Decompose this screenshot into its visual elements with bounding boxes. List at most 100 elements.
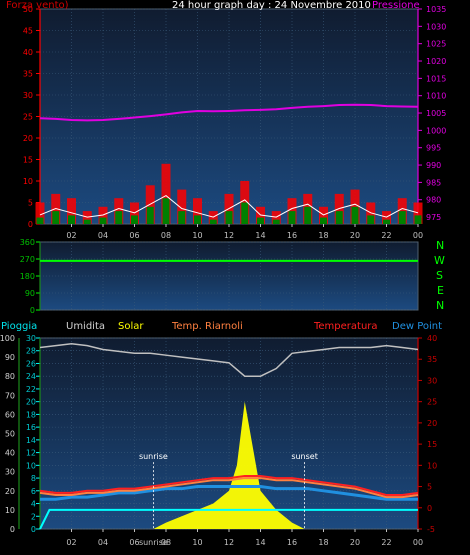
wind-avg-bar [383, 219, 390, 224]
wind-gust-bar [193, 198, 202, 224]
temp-right-tick-label: 15 [427, 440, 437, 449]
temp-right-tick-label: 40 [427, 334, 437, 343]
wind-x-tick-label: 10 [192, 231, 202, 240]
wind-x-tick-label: 12 [224, 231, 234, 240]
mid-tick-label: 8 [31, 474, 36, 483]
wind-avg-bar [83, 219, 91, 224]
temp-right-tick-label: 10 [427, 461, 437, 470]
wind-left-tick-label: 50 [23, 5, 33, 14]
pioggia-tick-label: 40 [5, 449, 15, 458]
sunrise-axis-label: sunrise [139, 538, 168, 547]
temp-x-tick-label: 10 [192, 538, 202, 547]
wind-gust-bar [161, 163, 171, 224]
compass-s: S [436, 269, 443, 282]
sunrise-label: sunrise [139, 452, 168, 461]
chart-title: 24 hour graph day : 24 Novembre 2010 [172, 0, 371, 11]
mid-tick-label: 2 [31, 512, 36, 521]
wind-x-tick-label: 18 [318, 231, 328, 240]
wind-avg-bar [52, 211, 60, 224]
pressure-right-tick-label: 975 [426, 213, 441, 222]
wind-x-tick-label: 22 [381, 231, 391, 240]
solar-area [153, 401, 305, 529]
pioggia-tick-label: 70 [5, 391, 15, 400]
pioggia-tick-label: 50 [5, 430, 15, 439]
wind-axis-title: Forza vento) [6, 0, 69, 11]
wind-avg-bar [304, 206, 312, 224]
wind-left-tick-label: 25 [23, 113, 33, 122]
temp-riarnoli-line [39, 477, 419, 499]
compass-e: E [437, 284, 444, 297]
temp-right-tick-label: 35 [427, 355, 437, 364]
pressure-right-tick-label: 1010 [426, 92, 446, 101]
wind-x-tick-label: 04 [98, 231, 108, 240]
pressure-right-tick-label: 990 [426, 161, 441, 170]
wind-gust-bar [35, 202, 45, 224]
pressure-right-tick-label: 1015 [426, 74, 446, 83]
legend-umidita: Umidita [66, 321, 106, 332]
pressure-right-tick-label: 980 [426, 196, 441, 205]
mid-tick-label: 14 [26, 436, 36, 445]
wind-x-tick-label: 14 [255, 231, 265, 240]
legend-pioggia: Pioggia [1, 321, 38, 332]
wind-avg-bar [335, 211, 343, 224]
mid-tick-label: 12 [26, 449, 36, 458]
temp-x-tick-label: 16 [287, 538, 297, 547]
legend-solar: Solar [118, 321, 144, 332]
temp-right-tick-label: 20 [427, 419, 437, 428]
direction-tick-label: 180 [20, 272, 35, 281]
wind-avg-bar [146, 206, 154, 224]
temp-right-tick-label: -5 [427, 525, 435, 534]
wind-avg-bar [367, 215, 375, 224]
pressure-right-tick-label: 995 [426, 144, 441, 153]
legend-temp-riarnoli: Temp. Riarnoli [172, 321, 243, 332]
pressure-right-tick-label: 1005 [426, 109, 446, 118]
pioggia-tick-label: 100 [0, 334, 15, 343]
mid-tick-label: 28 [26, 347, 36, 356]
compass-w: W [434, 254, 445, 267]
mid-tick-label: 10 [26, 461, 36, 470]
wind-avg-bar [351, 206, 359, 224]
wind-avg-bar [272, 219, 280, 224]
wind-avg-bar [36, 217, 44, 224]
wind-x-tick-label: 20 [350, 231, 360, 240]
compass-n-bottom: N [436, 299, 445, 312]
pioggia-tick-label: 10 [5, 506, 15, 515]
wind-left-tick-label: 0 [28, 220, 33, 229]
wind-x-tick-label: 06 [129, 231, 139, 240]
temp-x-tick-label: 20 [350, 538, 360, 547]
wind-avg-bar [194, 215, 201, 224]
mid-tick-label: 16 [26, 423, 36, 432]
mid-tick-label: 20 [26, 398, 36, 407]
pioggia-tick-label: 30 [5, 468, 15, 477]
pressure-right-tick-label: 1030 [426, 22, 446, 31]
mid-tick-label: 4 [31, 500, 36, 509]
mid-tick-label: 0 [31, 525, 36, 534]
wind-avg-bar [162, 198, 170, 224]
pressure-right-tick-label: 985 [426, 178, 441, 187]
compass-n-top: N [436, 239, 445, 252]
wind-x-tick-label: 02 [66, 231, 76, 240]
wind-avg-bar [131, 215, 138, 224]
temp-x-tick-label: 12 [224, 538, 234, 547]
temp-x-tick-label: 18 [318, 538, 328, 547]
wind-left-tick-label: 30 [23, 91, 33, 100]
pressure-right-tick-label: 1035 [426, 5, 446, 14]
wind-x-tick-label: 08 [161, 231, 171, 240]
wind-avg-bar [99, 217, 107, 224]
sunset-label: sunset [291, 452, 318, 461]
wind-avg-bar [414, 215, 422, 224]
wind-avg-bar [68, 215, 75, 224]
wind-gust-bar [413, 202, 423, 224]
pressure-right-tick-label: 1025 [426, 40, 446, 49]
legend-temperatura: Temperatura [314, 321, 378, 332]
temp-x-tick-label: 14 [255, 538, 265, 547]
wind-avg-bar [115, 211, 123, 224]
wind-left-tick-label: 35 [23, 70, 33, 79]
temp-right-tick-label: 30 [427, 376, 437, 385]
mid-tick-label: 30 [26, 334, 36, 343]
direction-tick-label: 270 [20, 255, 35, 264]
wind-left-tick-label: 45 [23, 27, 33, 36]
direction-tick-label: 0 [30, 306, 35, 315]
pressure-right-tick-label: 1020 [426, 57, 446, 66]
